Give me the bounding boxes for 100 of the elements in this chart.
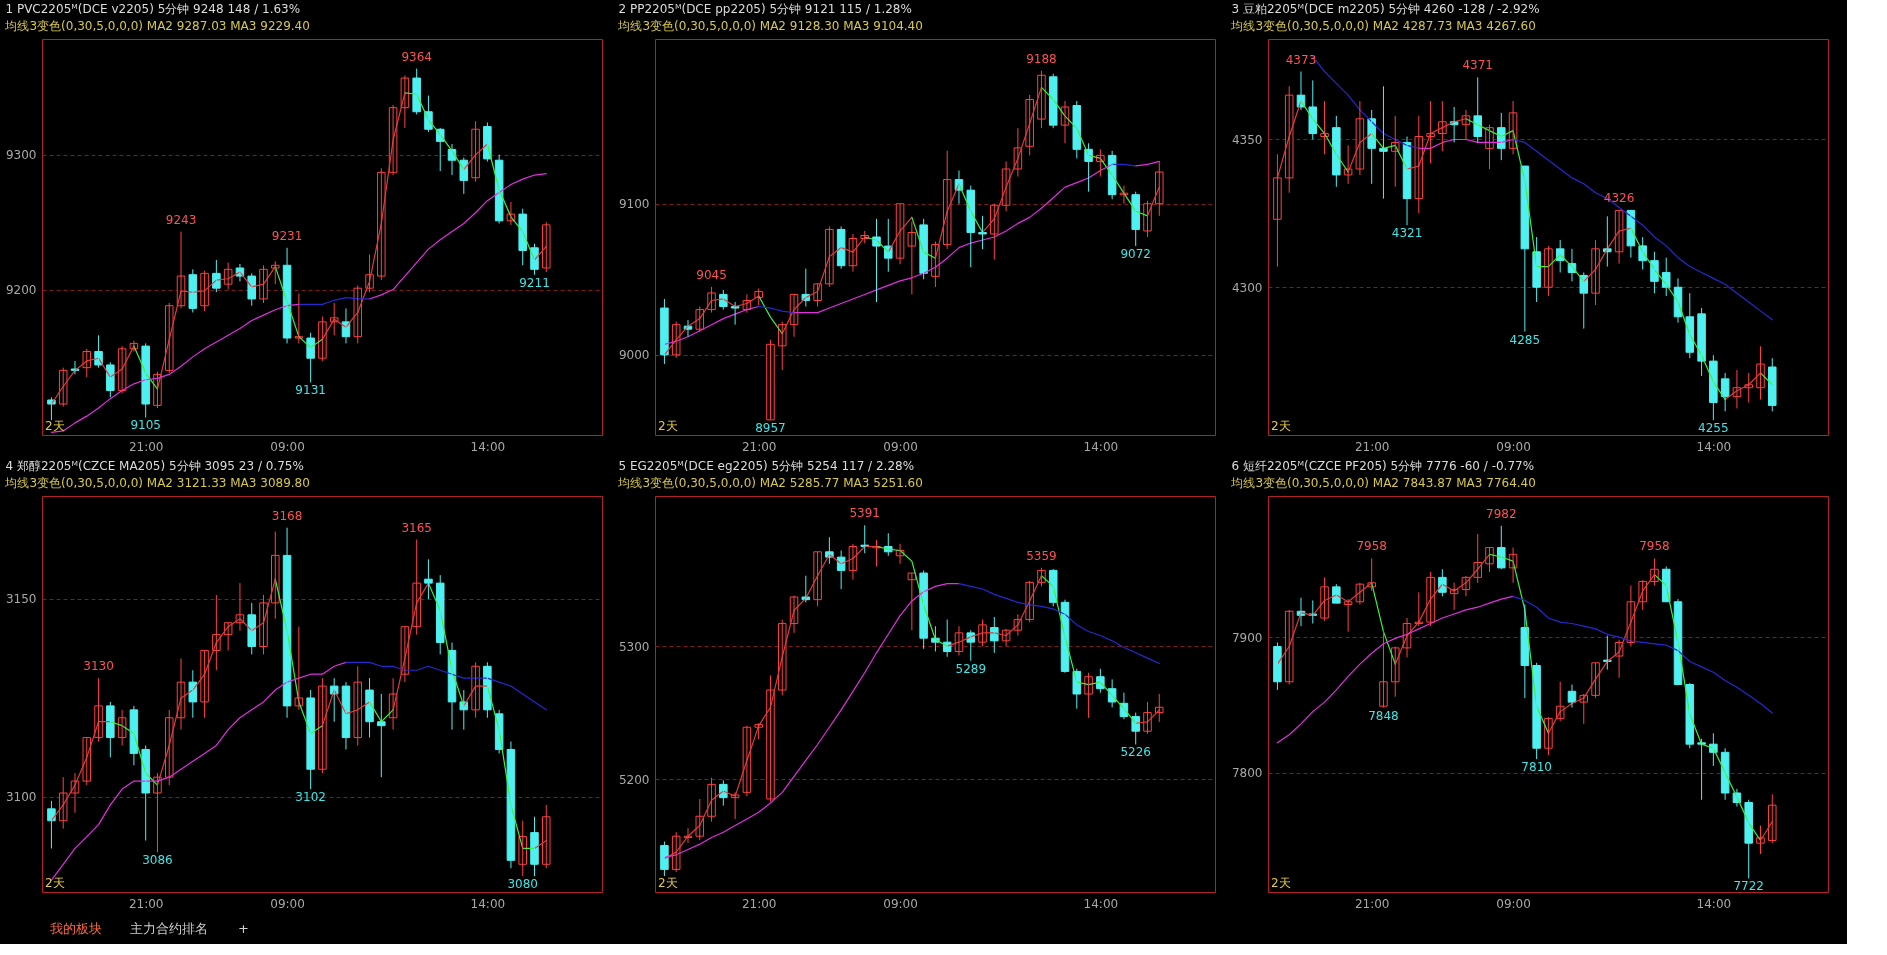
chart-subtitle: 均线3变色(0,30,5,0,0,0) MA2 9128.30 MA3 9104.40 xyxy=(617,19,923,33)
x-tick-label: 09:00 xyxy=(270,896,305,911)
candlestick xyxy=(730,301,740,326)
candlestick xyxy=(660,298,669,365)
x-tick-label: 14:00 xyxy=(1083,439,1119,454)
y-tick-label: 4300 xyxy=(1231,280,1263,295)
annotation: 9364 xyxy=(401,49,432,64)
candlestick xyxy=(766,674,775,803)
annotation: 2天 xyxy=(1271,419,1291,433)
chart-title: 3 豆粕2205ᴹ(DCE m2205) 5分钟 4260 -128 / -2.92% xyxy=(1231,2,1540,16)
x-tick-label: 21:00 xyxy=(1354,896,1390,911)
candlestick xyxy=(1768,793,1777,844)
x-tick-label: 09:00 xyxy=(270,439,305,454)
y-tick-label: 9200 xyxy=(5,283,37,298)
candlestick xyxy=(530,816,539,877)
annotation: 9072 xyxy=(1120,247,1151,262)
y-tick-label: 3150 xyxy=(5,592,37,607)
text: 我的板块 xyxy=(50,921,102,936)
y-tick-label: 9300 xyxy=(5,148,37,163)
annotation: 3165 xyxy=(401,520,432,535)
y-tick-label: 5300 xyxy=(618,639,650,654)
annotation: 2天 xyxy=(658,419,678,433)
annotation: 5359 xyxy=(1026,548,1057,563)
annotation: 7982 xyxy=(1486,506,1517,521)
annotation: 4326 xyxy=(1603,191,1635,206)
y-tick-label: 9000 xyxy=(618,348,650,363)
y-tick-label: 5200 xyxy=(618,772,650,787)
y-tick-label: 7900 xyxy=(1231,630,1263,645)
annotation: 3102 xyxy=(295,790,326,805)
chart-subtitle: 均线3变色(0,30,5,0,0,0) MA2 5285.77 MA3 5251.60 xyxy=(617,476,923,490)
candlestick xyxy=(801,575,811,603)
annotation: 2天 xyxy=(658,876,678,890)
annotation: 9188 xyxy=(1026,51,1057,66)
candlestick xyxy=(1131,191,1140,247)
chart-title: 4 郑醇2205ᴹ(CZCE MA205) 5分钟 3095 23 / 0.75% xyxy=(5,459,304,473)
annotation: 4285 xyxy=(1509,332,1541,347)
y-tick-label: 4350 xyxy=(1231,132,1263,147)
annotation: 7722 xyxy=(1733,879,1764,894)
annotation: 7958 xyxy=(1356,539,1387,554)
candlestick xyxy=(1332,115,1341,188)
x-tick-label: 09:00 xyxy=(883,439,918,454)
text: + xyxy=(238,921,249,936)
x-tick-label: 09:00 xyxy=(883,896,918,911)
candlestick xyxy=(424,558,433,600)
annotation: 9105 xyxy=(130,418,161,433)
candlestick xyxy=(1768,357,1777,412)
x-tick-label: 14:00 xyxy=(1083,896,1119,911)
annotation: 2天 xyxy=(1271,876,1291,890)
y-tick-label: 9100 xyxy=(618,197,650,212)
chart-subtitle: 均线3变色(0,30,5,0,0,0) MA2 4287.73 MA3 4267.60 xyxy=(1230,19,1536,33)
chart-title: 1 PVC2205ᴹ(DCE v2205) 5分钟 9248 148 / 1.63% xyxy=(5,2,301,16)
annotation: 7848 xyxy=(1368,708,1399,723)
annotation: 3080 xyxy=(507,877,538,892)
candlestick xyxy=(1084,672,1093,719)
text: 主力合约排名 xyxy=(130,921,208,936)
candlestick xyxy=(377,693,386,778)
y-tick-label: 3100 xyxy=(5,790,37,805)
candlestick xyxy=(542,221,551,273)
annotation: 3086 xyxy=(142,853,173,868)
chart-subtitle: 均线3变色(0,30,5,0,0,0) MA2 7843.87 MA3 7764.40 xyxy=(1230,476,1536,490)
annotation: 3168 xyxy=(271,508,303,523)
x-tick-label: 21:00 xyxy=(741,896,777,911)
candlestick xyxy=(1697,738,1706,801)
x-tick-label: 14:00 xyxy=(470,439,506,454)
annotation: 8957 xyxy=(755,420,786,435)
candlestick xyxy=(47,396,56,421)
x-tick-label: 14:00 xyxy=(470,896,506,911)
chart-title: 2 PP2205ᴹ(DCE pp2205) 5分钟 9121 115 / 1.28% xyxy=(618,2,912,16)
candlestick xyxy=(1284,85,1294,194)
x-tick-label: 21:00 xyxy=(128,896,164,911)
x-tick-label: 21:00 xyxy=(128,439,164,454)
annotation: 4321 xyxy=(1391,226,1423,241)
candlestick xyxy=(754,722,763,740)
x-tick-label: 21:00 xyxy=(741,439,777,454)
x-tick-label: 14:00 xyxy=(1696,439,1732,454)
chart-title: 6 短纤2205ᴹ(CZCE PF205) 5分钟 7776 -60 / -0.77% xyxy=(1231,459,1535,473)
annotation: 3130 xyxy=(83,659,114,674)
y-tick-label: 7800 xyxy=(1231,766,1263,781)
annotation: 7810 xyxy=(1521,760,1552,775)
candlestick xyxy=(542,804,551,869)
annotation: 9211 xyxy=(519,275,550,290)
annotation: 5289 xyxy=(955,661,987,676)
annotation: 4373 xyxy=(1285,52,1317,67)
x-tick-label: 09:00 xyxy=(1496,439,1531,454)
x-tick-label: 21:00 xyxy=(1354,439,1390,454)
candlestick xyxy=(1379,85,1388,200)
annotation: 9045 xyxy=(696,267,727,282)
candlestick xyxy=(1273,153,1282,268)
candlestick xyxy=(1756,825,1765,855)
x-tick-label: 14:00 xyxy=(1696,896,1732,911)
x-tick-label: 09:00 xyxy=(1496,896,1531,911)
candlestick xyxy=(1048,73,1058,129)
chart-subtitle: 均线3变色(0,30,5,0,0,0) MA2 3121.33 MA3 3089.80 xyxy=(4,476,310,490)
annotation: 5226 xyxy=(1120,745,1151,760)
chart-subtitle: 均线3变色(0,30,5,0,0,0) MA2 9287.03 MA3 9229.40 xyxy=(4,19,310,33)
annotation: 7958 xyxy=(1639,539,1670,554)
candlestick xyxy=(660,841,669,877)
candlestick xyxy=(907,572,917,631)
annotation: 2天 xyxy=(45,419,65,433)
annotation: 4255 xyxy=(1698,421,1729,436)
